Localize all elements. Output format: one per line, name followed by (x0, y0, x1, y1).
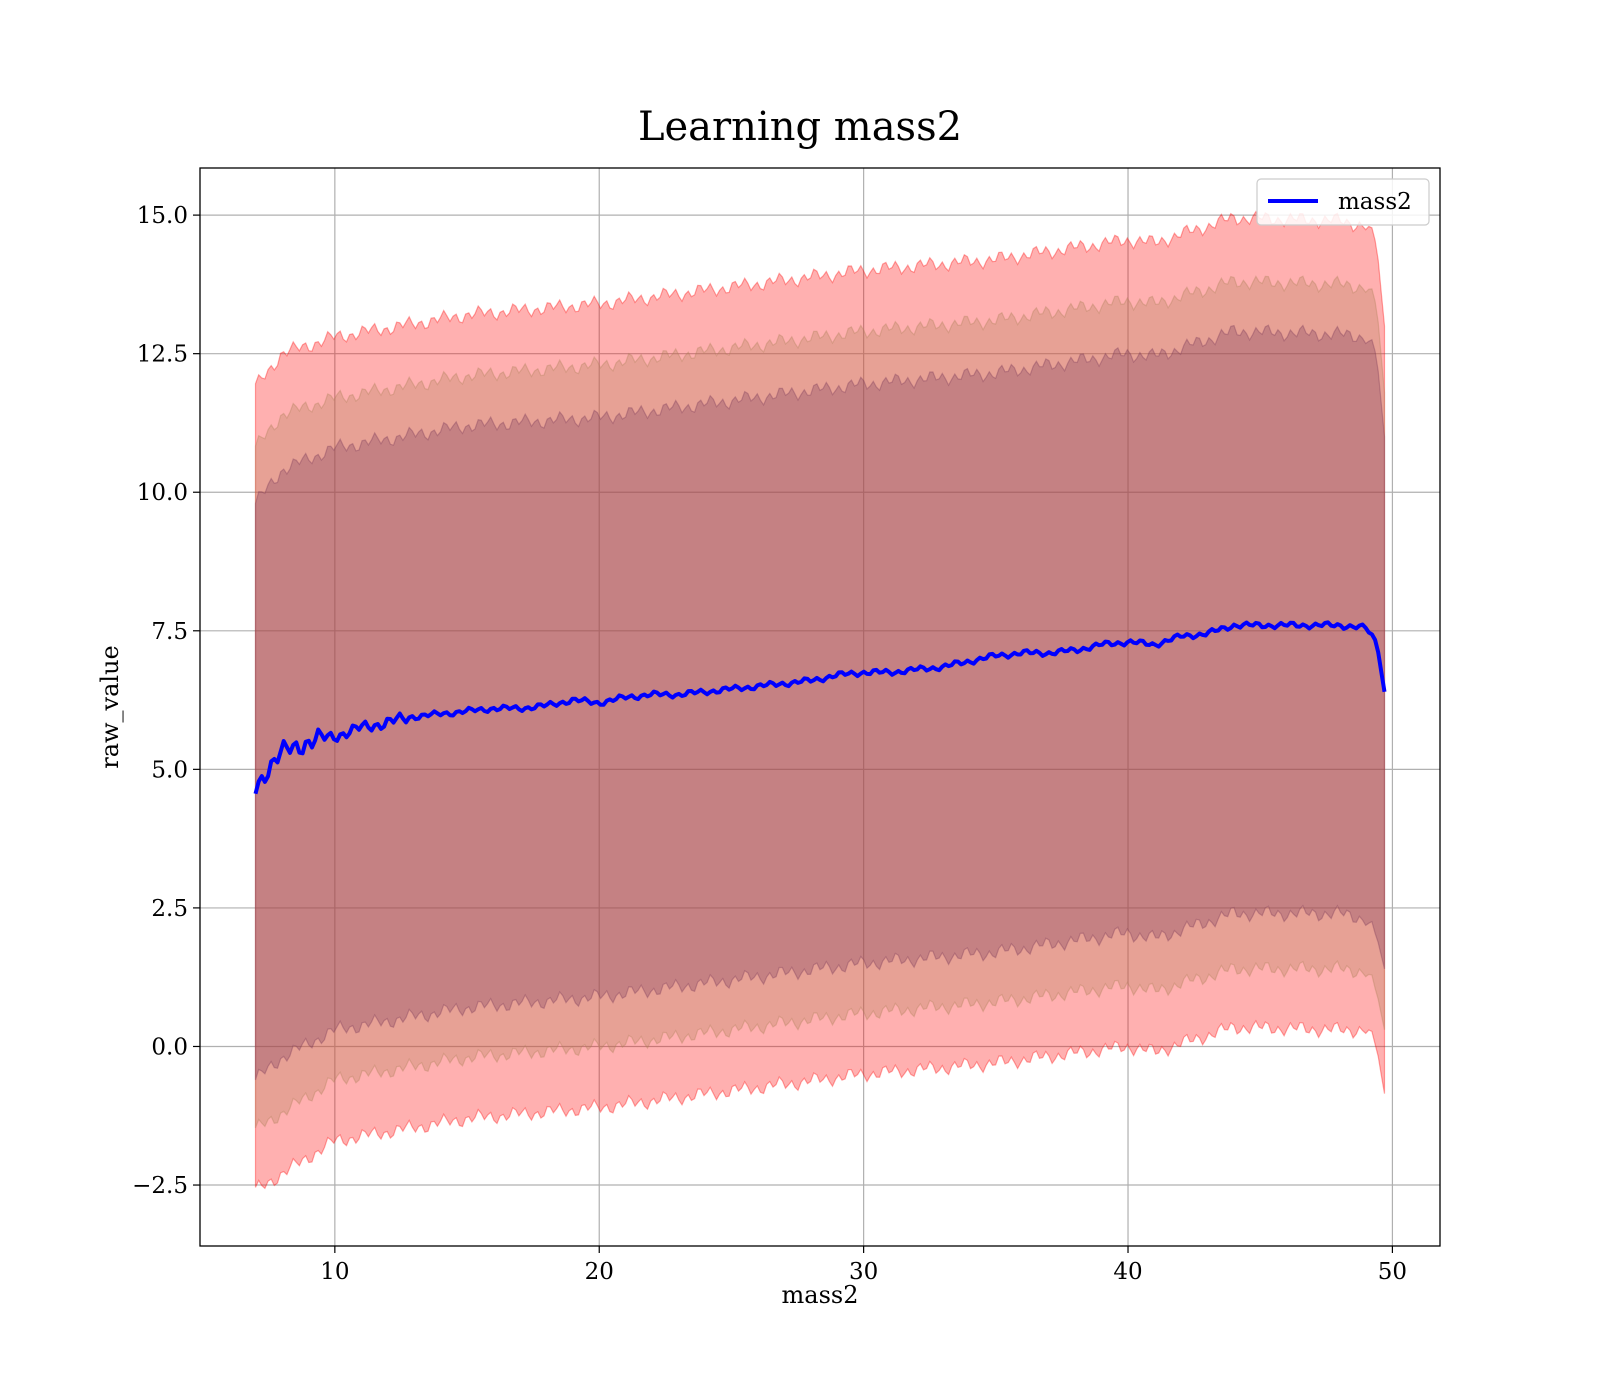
confidence-band-2 (254, 275, 1386, 1129)
grid-layer (200, 168, 1440, 1246)
x-tick-label: 30 (849, 1259, 878, 1285)
confidence-band-1 (254, 210, 1386, 1190)
x-axis-ticks: 10 20 30 40 50 (320, 1246, 1407, 1285)
series-lines (253, 620, 1387, 795)
y-tick-label: 15.0 (137, 203, 188, 229)
legend-entry-label: mass2 (1338, 189, 1412, 215)
x-tick-label: 20 (585, 1259, 614, 1285)
confidence-band-3 (254, 324, 1386, 1081)
chart-title: Learning mass2 (638, 104, 962, 150)
legend-box (1256, 178, 1430, 226)
y-tick-label: 2.5 (151, 896, 188, 922)
legend: mass2 (1256, 178, 1430, 226)
y-tick-label: −2.5 (132, 1173, 188, 1199)
x-tick-label: 40 (1113, 1259, 1142, 1285)
y-tick-label: 0.0 (151, 1034, 188, 1060)
plot-frame (199, 167, 1441, 1247)
y-axis-label: raw_value (96, 645, 124, 769)
y-tick-label: 12.5 (137, 342, 188, 368)
y-tick-label: 10.0 (137, 480, 188, 506)
series-line-mass2 (253, 620, 1387, 795)
x-tick-label: 10 (320, 1259, 349, 1285)
y-tick-label: 5.0 (151, 757, 188, 783)
confidence-bands (254, 210, 1386, 1190)
x-tick-label: 50 (1378, 1259, 1407, 1285)
y-tick-label: 7.5 (151, 619, 188, 645)
x-axis-label: mass2 (782, 1281, 859, 1309)
y-axis-ticks: −2.5 0.0 2.5 5.0 7.5 10.0 12.5 15.0 (132, 203, 200, 1199)
